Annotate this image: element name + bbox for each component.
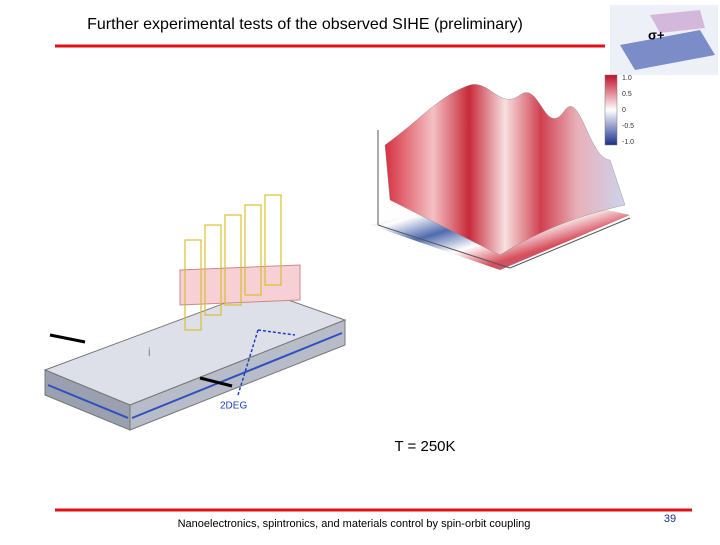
colorbar-tick-label: -1.0 [622, 139, 634, 146]
device-illustration: i 2DEG [43, 194, 347, 431]
device-label: 2DEG [220, 401, 247, 412]
light-label: σ+ [648, 27, 665, 42]
surface-plot [370, 74, 631, 270]
colorbar-tick-label: -0.5 [622, 123, 634, 130]
colorbar-tick-label: 1.0 [622, 75, 632, 82]
slide-title: Further experimental tests of the observ… [87, 16, 523, 33]
colorbar-tick-label: 0 [622, 107, 626, 114]
colorbar-ticks: 1.0 0.5 0 -0.5 -1.0 [622, 75, 634, 146]
page-number: 39 [664, 513, 676, 525]
light-figure: σ+ [610, 5, 718, 75]
footer-text: Nanoelectronics, spintronics, and materi… [178, 518, 531, 530]
current-label: i [148, 345, 151, 359]
temperature: T = 250K [394, 438, 455, 455]
colorbar-tick-label: 0.5 [622, 91, 632, 98]
